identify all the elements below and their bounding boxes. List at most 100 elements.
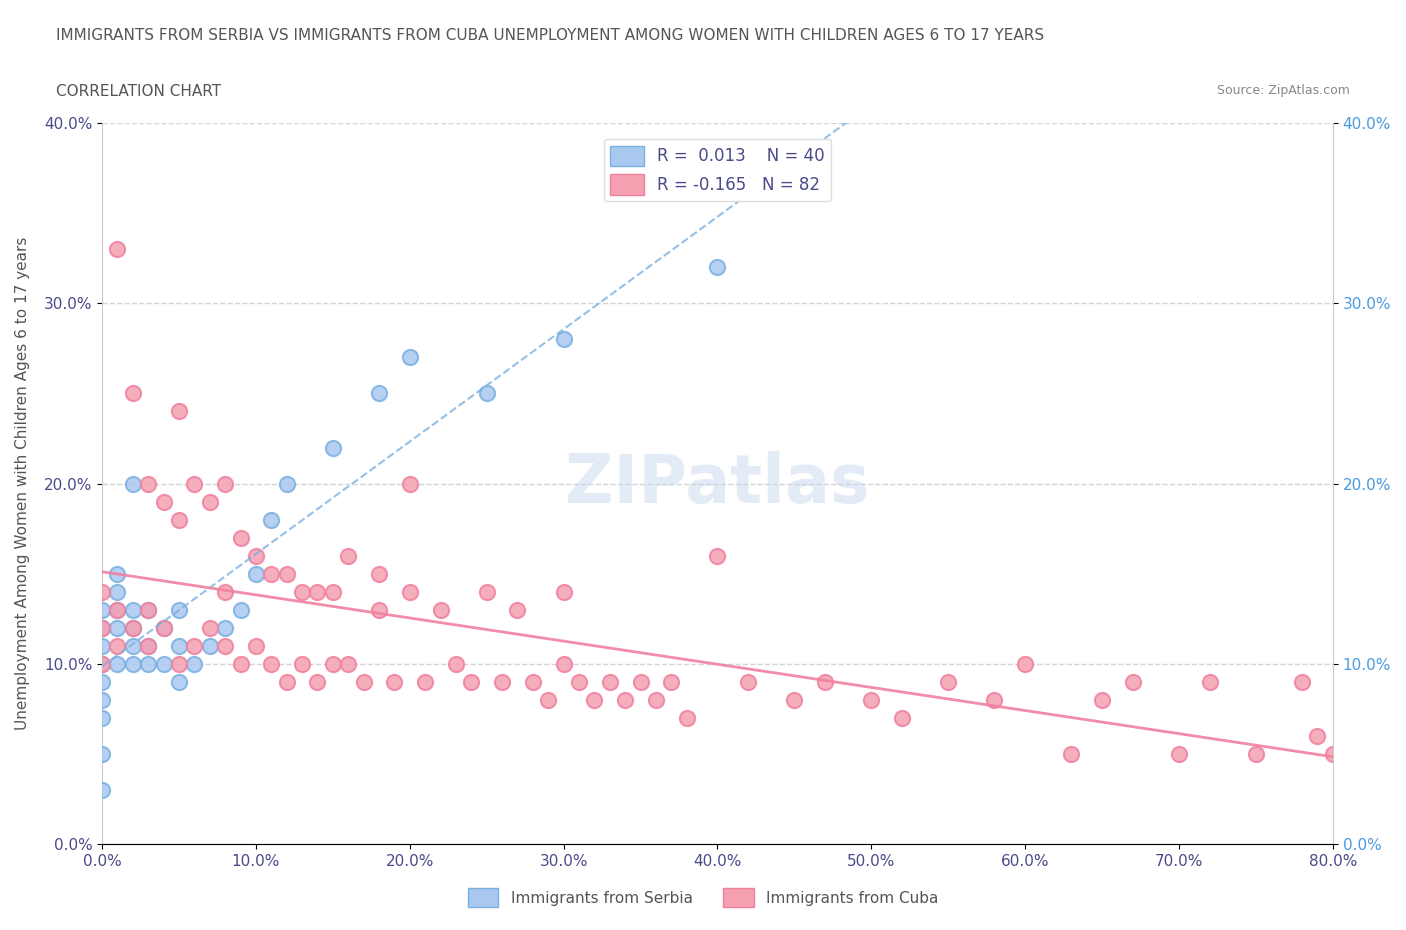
Point [91,657,114,671]
Point [506,603,529,618]
Point [136,603,159,618]
Point [91,692,114,707]
Point [107,657,129,671]
Point [152,620,174,635]
Point [659,674,682,689]
Point [91,638,114,653]
Point [91,620,114,635]
Point [413,674,436,689]
Point [245,548,267,563]
Point [983,692,1005,707]
Point [353,674,375,689]
Point [152,620,174,635]
Point [214,620,236,635]
Point [122,603,145,618]
Point [1091,692,1114,707]
Point [122,638,145,653]
Point [398,584,420,599]
Point [553,657,575,671]
Point [122,386,145,401]
Point [706,260,728,275]
Point [260,512,283,527]
Point [91,782,114,797]
Point [475,584,498,599]
Point [214,476,236,491]
Point [214,638,236,653]
Point [260,657,283,671]
Point [183,657,205,671]
Point [214,584,236,599]
Point [1306,728,1329,743]
Point [198,620,221,635]
Point [276,566,298,581]
Point [167,404,190,418]
Point [291,584,314,599]
Point [107,603,129,618]
Point [1198,674,1220,689]
Point [307,674,329,689]
Legend: R =  0.013    N = 40, R = -0.165   N = 82: R = 0.013 N = 40, R = -0.165 N = 82 [603,139,831,201]
Point [737,674,759,689]
Legend: Immigrants from Serbia, Immigrants from Cuba: Immigrants from Serbia, Immigrants from … [461,883,945,913]
Point [522,674,544,689]
Point [91,657,114,671]
Point [460,674,482,689]
Point [91,584,114,599]
Point [152,494,174,509]
Point [107,242,129,257]
Point [1122,674,1144,689]
Point [245,566,267,581]
Text: ZIPatlas: ZIPatlas [565,450,870,516]
Point [368,566,391,581]
Point [122,620,145,635]
Point [322,584,344,599]
Point [1244,746,1267,761]
Point [675,711,697,725]
Point [229,603,252,618]
Point [291,657,314,671]
Point [122,476,145,491]
Point [645,692,668,707]
Point [553,584,575,599]
Point [444,657,467,671]
Point [553,332,575,347]
Point [91,711,114,725]
Point [491,674,513,689]
Point [599,674,621,689]
Point [307,584,329,599]
Point [229,657,252,671]
Point [167,657,190,671]
Point [198,494,221,509]
Point [91,746,114,761]
Point [107,620,129,635]
Point [136,638,159,653]
Point [1014,657,1036,671]
Point [167,638,190,653]
Point [368,386,391,401]
Point [936,674,959,689]
Point [1060,746,1083,761]
Point [398,476,420,491]
Point [136,657,159,671]
Point [337,657,360,671]
Point [860,692,883,707]
Point [167,674,190,689]
Point [276,476,298,491]
Point [1291,674,1313,689]
Point [398,350,420,365]
Y-axis label: Unemployment Among Women with Children Ages 6 to 17 years: Unemployment Among Women with Children A… [15,237,30,730]
Point [183,638,205,653]
Point [891,711,914,725]
Point [537,692,560,707]
Point [568,674,591,689]
Point [91,603,114,618]
Point [107,566,129,581]
Point [384,674,406,689]
Point [245,638,267,653]
Text: CORRELATION CHART: CORRELATION CHART [56,84,221,99]
Point [107,603,129,618]
Point [1168,746,1191,761]
Point [183,476,205,491]
Point [475,386,498,401]
Point [107,584,129,599]
